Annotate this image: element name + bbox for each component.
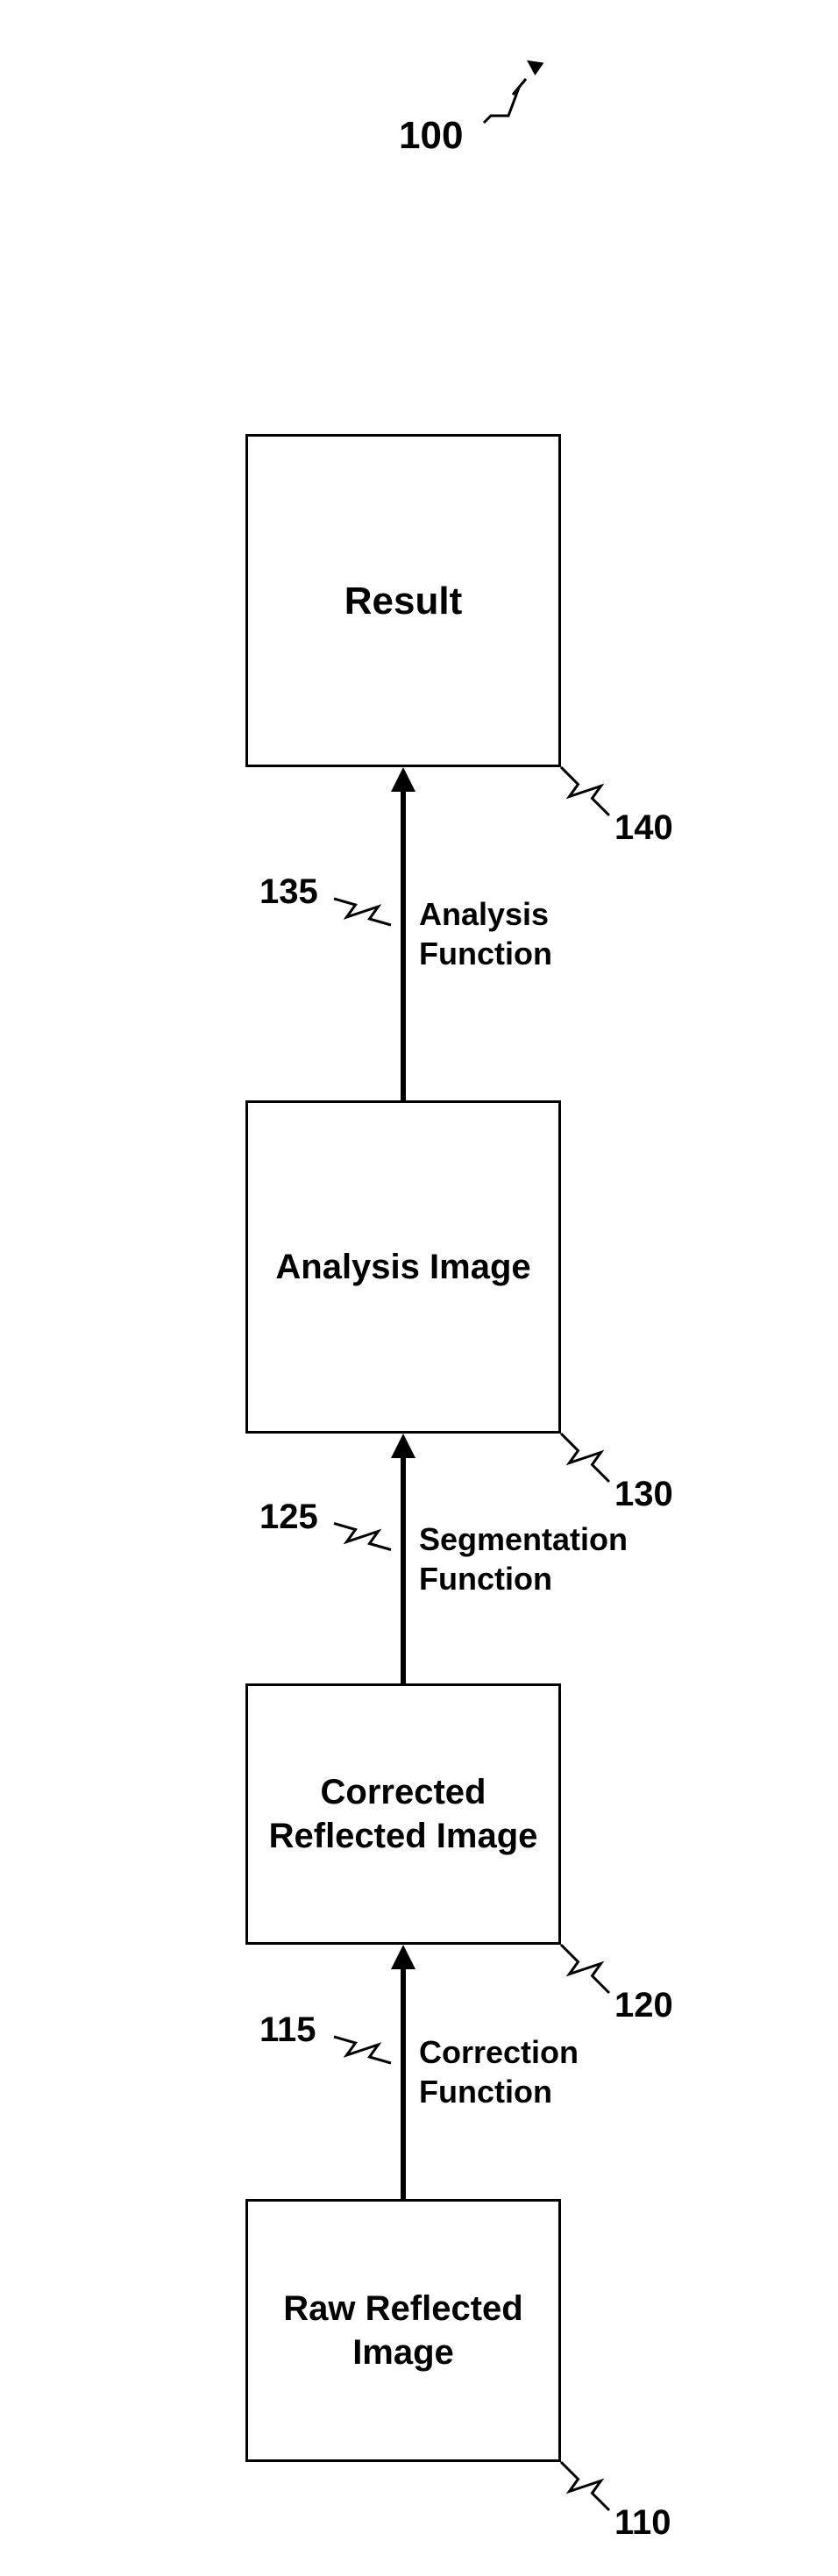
ref-135: 135 bbox=[259, 872, 318, 912]
page: 100 Raw ReflectedImageCorrectedReflected… bbox=[0, 0, 838, 2576]
